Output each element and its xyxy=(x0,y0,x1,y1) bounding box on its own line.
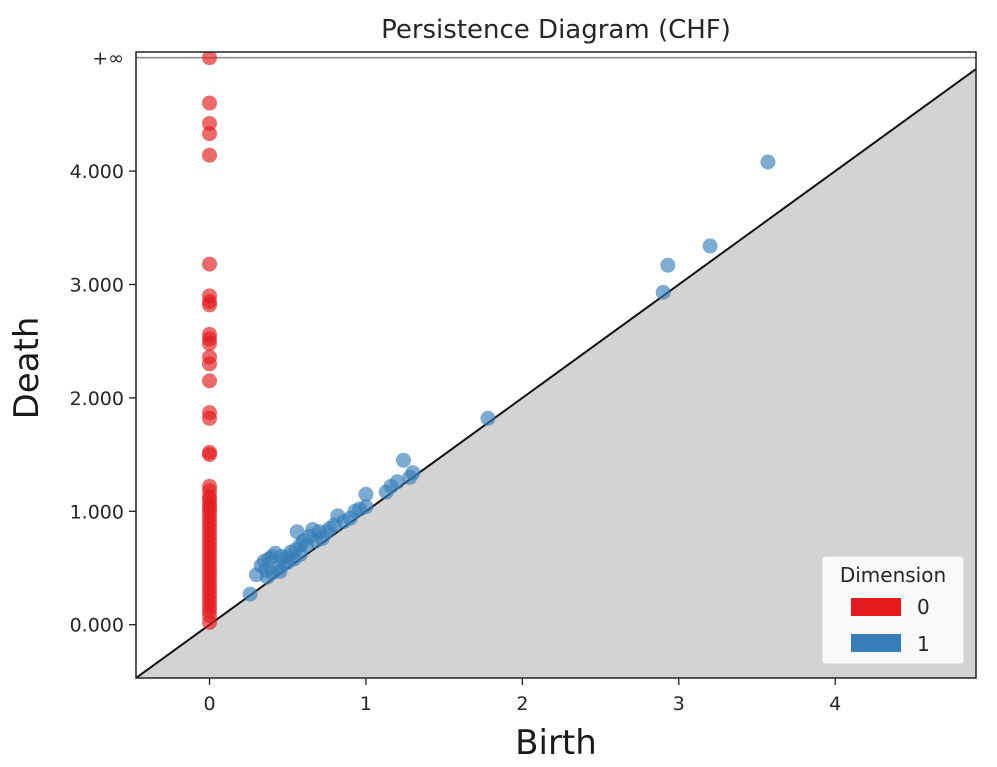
x-axis-label: Birth xyxy=(515,723,597,763)
point-dim0-13 xyxy=(202,356,218,372)
x-tick-label: 3 xyxy=(673,693,685,715)
point-dim1-5 xyxy=(395,452,411,468)
y-tick-label: 3.000 xyxy=(70,274,124,296)
point-dim0-14 xyxy=(202,373,218,389)
point-dim1-45 xyxy=(259,569,275,585)
point-dim0-1 xyxy=(202,95,218,111)
point-dim1-10 xyxy=(378,484,394,500)
y-tick-label: 2.000 xyxy=(70,388,124,410)
plot-area xyxy=(136,52,976,678)
data-points xyxy=(202,52,776,630)
legend-label-0: 0 xyxy=(917,595,930,619)
legend-title: Dimension xyxy=(840,563,946,587)
y-tick-label: 4.000 xyxy=(70,161,124,183)
point-dim0-16 xyxy=(202,410,218,426)
y-tick-label: 0.000 xyxy=(70,615,124,637)
x-axis-ticks: 0 1 2 3 4 xyxy=(203,678,841,715)
legend-swatch-0 xyxy=(851,598,901,616)
point-dim0-5 xyxy=(202,256,218,272)
point-dim1-1 xyxy=(702,238,718,254)
point-dim1-43 xyxy=(314,531,330,547)
legend-swatch-1 xyxy=(851,634,901,652)
point-dim0-8 xyxy=(202,297,218,313)
point-dim0-11 xyxy=(202,335,218,351)
infinity-tick-label: +∞ xyxy=(92,48,124,70)
point-dim1-48 xyxy=(280,554,296,570)
x-tick-label: 2 xyxy=(516,693,528,715)
chart-title: Persistence Diagram (CHF) xyxy=(381,15,731,45)
point-dim1-11 xyxy=(358,486,374,502)
point-dim1-3 xyxy=(655,284,671,300)
point-dim0-18 xyxy=(202,447,218,463)
point-dim0-4 xyxy=(202,147,218,163)
point-dim0-49 xyxy=(202,614,218,630)
legend-label-1: 1 xyxy=(917,632,930,656)
legend: Dimension 0 1 xyxy=(821,555,965,665)
plot-frame xyxy=(135,51,977,679)
point-dim0-0 xyxy=(202,52,218,66)
y-axis-ticks: 0.000 1.000 2.000 3.000 4.000 xyxy=(70,161,136,637)
point-dim1-2 xyxy=(660,257,676,273)
point-dim1-49 xyxy=(292,546,308,562)
x-tick-label: 0 xyxy=(203,693,215,715)
point-dim1-4 xyxy=(480,410,496,426)
y-axis-label: Death xyxy=(7,317,47,420)
point-dim1-0 xyxy=(760,154,776,170)
x-tick-label: 1 xyxy=(360,693,372,715)
point-dim1-7 xyxy=(402,469,418,485)
point-dim1-47 xyxy=(242,586,258,602)
y-tick-label: 1.000 xyxy=(70,501,124,523)
point-dim0-3 xyxy=(202,126,218,142)
x-tick-label: 4 xyxy=(829,693,841,715)
